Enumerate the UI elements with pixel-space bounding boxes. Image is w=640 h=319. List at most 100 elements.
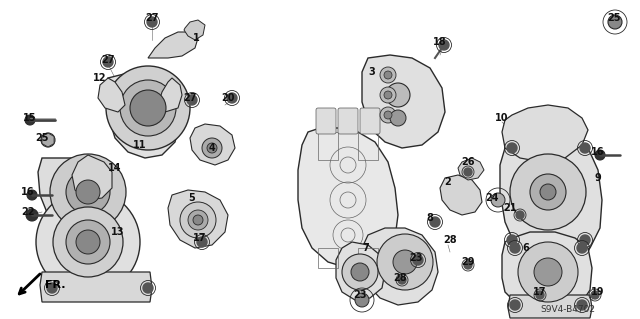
Text: 27: 27	[101, 55, 115, 65]
Circle shape	[25, 115, 35, 125]
Circle shape	[580, 235, 590, 245]
Text: 24: 24	[485, 193, 499, 203]
Circle shape	[577, 243, 587, 253]
Text: 6: 6	[523, 243, 529, 253]
Circle shape	[464, 168, 472, 176]
Text: 8: 8	[427, 213, 433, 223]
Circle shape	[393, 250, 417, 274]
Circle shape	[380, 67, 396, 83]
Text: 23: 23	[353, 290, 367, 300]
Polygon shape	[336, 242, 385, 300]
Circle shape	[384, 91, 392, 99]
Circle shape	[577, 300, 587, 310]
Circle shape	[507, 235, 517, 245]
Circle shape	[197, 237, 207, 247]
Circle shape	[534, 258, 562, 286]
Text: 27: 27	[145, 13, 159, 23]
Text: 26: 26	[461, 157, 475, 167]
Polygon shape	[502, 105, 588, 162]
Circle shape	[207, 143, 217, 153]
Text: 1: 1	[193, 33, 200, 43]
Circle shape	[591, 291, 599, 299]
Circle shape	[66, 170, 110, 214]
Polygon shape	[98, 78, 125, 112]
Text: 17: 17	[193, 233, 207, 243]
Text: 12: 12	[93, 73, 107, 83]
Polygon shape	[184, 20, 205, 40]
Circle shape	[53, 207, 123, 277]
Circle shape	[351, 263, 369, 281]
Bar	[318, 132, 338, 160]
Circle shape	[377, 234, 433, 290]
Circle shape	[50, 154, 126, 230]
Text: 2: 2	[445, 177, 451, 187]
Text: FR.: FR.	[45, 280, 65, 290]
Polygon shape	[168, 190, 228, 248]
Text: 15: 15	[23, 113, 36, 123]
Polygon shape	[72, 155, 112, 200]
Circle shape	[518, 242, 578, 302]
Text: 16: 16	[591, 147, 605, 157]
Polygon shape	[502, 232, 592, 308]
Text: 16: 16	[21, 187, 35, 197]
Circle shape	[342, 254, 378, 290]
Text: 22: 22	[21, 207, 35, 217]
Polygon shape	[38, 158, 122, 235]
Text: 29: 29	[461, 257, 475, 267]
Circle shape	[355, 293, 369, 307]
Circle shape	[76, 230, 100, 254]
Polygon shape	[148, 32, 198, 58]
Polygon shape	[508, 295, 592, 318]
Circle shape	[608, 15, 622, 29]
Circle shape	[147, 17, 157, 27]
Circle shape	[202, 138, 222, 158]
Circle shape	[27, 190, 37, 200]
Circle shape	[380, 87, 396, 103]
Circle shape	[386, 83, 410, 107]
Circle shape	[180, 202, 216, 238]
Circle shape	[36, 190, 140, 294]
Circle shape	[188, 210, 208, 230]
FancyBboxPatch shape	[338, 108, 358, 134]
Circle shape	[510, 154, 586, 230]
Polygon shape	[190, 124, 235, 165]
Circle shape	[516, 211, 524, 219]
Circle shape	[26, 209, 38, 221]
Circle shape	[464, 261, 472, 269]
Polygon shape	[105, 72, 180, 158]
Circle shape	[507, 143, 517, 153]
Circle shape	[540, 184, 556, 200]
Circle shape	[227, 93, 237, 103]
Text: 9: 9	[595, 173, 602, 183]
Circle shape	[66, 220, 110, 264]
Text: 5: 5	[189, 193, 195, 203]
FancyBboxPatch shape	[360, 108, 380, 134]
Text: 20: 20	[221, 93, 235, 103]
Circle shape	[143, 283, 153, 293]
Circle shape	[380, 107, 396, 123]
Circle shape	[384, 71, 392, 79]
Polygon shape	[362, 228, 438, 305]
Text: 10: 10	[495, 113, 509, 123]
Circle shape	[595, 150, 605, 160]
Circle shape	[120, 80, 176, 136]
Text: 14: 14	[108, 163, 122, 173]
Polygon shape	[440, 175, 482, 215]
Circle shape	[536, 291, 544, 299]
Circle shape	[41, 133, 55, 147]
Polygon shape	[158, 78, 182, 112]
FancyBboxPatch shape	[316, 108, 336, 134]
Polygon shape	[500, 130, 602, 265]
Circle shape	[193, 215, 203, 225]
Circle shape	[491, 193, 505, 207]
Circle shape	[384, 111, 392, 119]
Polygon shape	[458, 158, 484, 180]
Circle shape	[413, 255, 423, 265]
Text: 28: 28	[393, 273, 407, 283]
Text: 21: 21	[503, 203, 516, 213]
Text: 13: 13	[111, 227, 125, 237]
Circle shape	[530, 174, 566, 210]
Text: 7: 7	[363, 243, 369, 253]
Text: 17: 17	[533, 287, 547, 297]
Bar	[358, 132, 378, 160]
